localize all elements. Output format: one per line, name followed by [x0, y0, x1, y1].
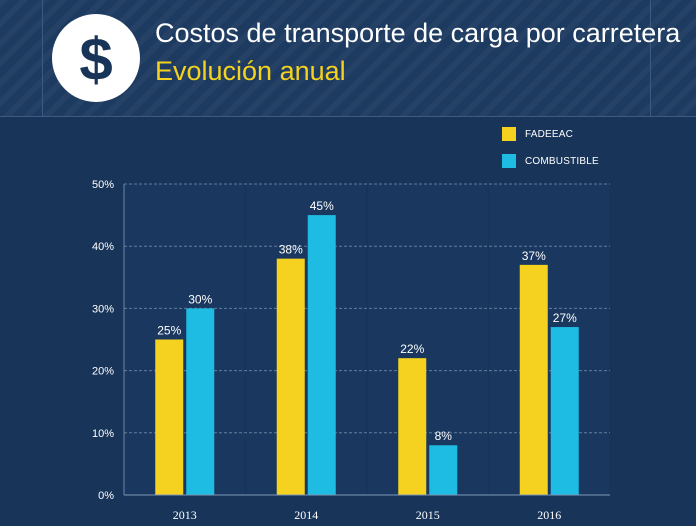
- legend-swatch-fadeeac: [502, 127, 516, 141]
- chart-subtitle: Evolución anual: [155, 56, 346, 86]
- chart-title: Costos de transporte de carga por carret…: [155, 18, 681, 48]
- data-label-combustible-2015: 8%: [435, 429, 453, 443]
- legend-label-fadeeac: FADEEAC: [525, 128, 574, 140]
- bar-combustible-2015: [429, 445, 458, 495]
- category-band-2013: [124, 184, 245, 495]
- category-band-2015: [367, 184, 488, 495]
- x-tick-label-2016: 2016: [537, 508, 561, 522]
- header-divider: [650, 0, 651, 116]
- y-tick-label-40: 40%: [92, 241, 114, 253]
- data-labels: 25% 30% 38% 45% 22% 8% 37% 27%: [157, 199, 577, 443]
- bar-combustible-2013: [186, 308, 215, 495]
- y-tick-label-20: 20%: [92, 366, 114, 378]
- category-band-2016: [489, 184, 610, 495]
- dollar-sign-icon: $: [79, 26, 112, 93]
- bar-fadeeac-2013: [155, 339, 184, 495]
- data-label-fadeeac-2014: 38%: [279, 243, 303, 257]
- legend-swatch-combustible: [502, 154, 516, 168]
- data-label-fadeeac-2016: 37%: [522, 249, 546, 263]
- y-axis: 0% 10% 20% 30% 40% 50%: [92, 179, 125, 502]
- y-tick-label-10: 10%: [92, 428, 114, 440]
- bar-combustible-2014: [307, 215, 336, 495]
- category-band-2014: [246, 184, 367, 495]
- y-tick-label-0: 0%: [98, 490, 114, 502]
- x-tick-label-2015: 2015: [416, 508, 440, 522]
- y-tick-label-50: 50%: [92, 179, 114, 191]
- bar-fadeeac-2014: [276, 258, 305, 495]
- header-divider: [42, 0, 43, 116]
- x-axis: 2013 2014 2015 2016: [124, 494, 610, 522]
- header: $ Costos de transporte de carga por carr…: [0, 0, 696, 117]
- bar-fadeeac-2016: [519, 264, 548, 495]
- logo: $: [52, 14, 140, 102]
- data-label-combustible-2016: 27%: [553, 311, 577, 325]
- legend-item-combustible: COMBUSTIBLE: [502, 154, 599, 168]
- bar-combustible-2016: [550, 327, 579, 495]
- data-label-fadeeac-2013: 25%: [157, 324, 181, 338]
- x-tick-label-2014: 2014: [294, 508, 318, 522]
- legend-item-fadeeac: FADEEAC: [502, 127, 599, 141]
- category-bands: [124, 184, 610, 495]
- data-label-combustible-2014: 45%: [310, 199, 334, 213]
- data-label-fadeeac-2015: 22%: [400, 342, 424, 356]
- data-label-combustible-2013: 30%: [188, 292, 212, 306]
- legend-label-combustible: COMBUSTIBLE: [525, 155, 599, 167]
- svg-text:$: $: [79, 26, 112, 93]
- bar-fadeeac-2015: [398, 358, 427, 495]
- x-tick-label-2013: 2013: [173, 508, 197, 522]
- bars: [155, 215, 579, 495]
- legend: FADEEAC COMBUSTIBLE: [502, 127, 599, 181]
- y-tick-label-30: 30%: [92, 303, 114, 315]
